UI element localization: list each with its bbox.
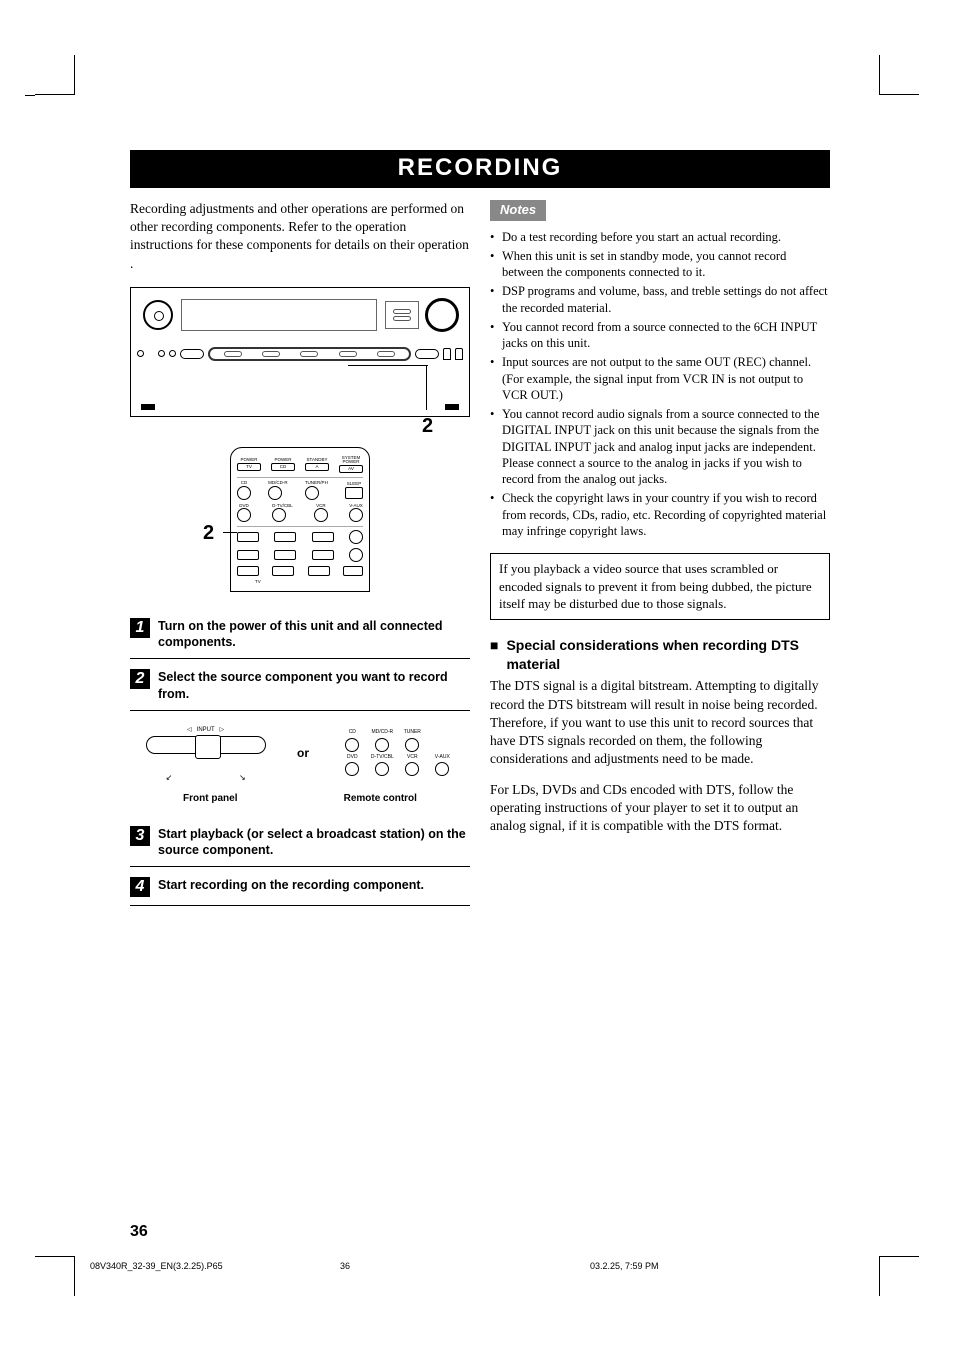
crop-mark [879,1256,919,1296]
callout-line [348,365,428,366]
callout-number: 2 [203,520,214,547]
volume-knob-icon [425,298,459,332]
crop-mark [35,55,75,95]
step-number: 2 [130,669,150,689]
crop-mark [879,55,919,95]
step-text: Start recording on the recording compone… [158,877,424,893]
remote-control-label: Remote control [344,792,417,806]
power-knob-icon [143,300,173,330]
left-column: Recording adjustments and other operatio… [130,200,470,910]
remote-source-grid: CDMD/CD-RTUNER DVDD-TV/CBLVCRV-AUX [340,729,454,777]
step-4: 4 Start recording on the recording compo… [130,871,470,906]
receiver-diagram [130,287,470,417]
footer: 08V340R_32-39_EN(3.2.25).P65 36 03.2.25,… [90,1261,864,1271]
step-number: 4 [130,877,150,897]
page-title: RECORDING [130,150,830,188]
note-item: You cannot record audio signals from a s… [490,406,830,487]
callout-line [223,532,237,533]
note-item: When this unit is set in standby mode, y… [490,248,830,281]
dts-paragraph-1: The DTS signal is a digital bitstream. A… [490,677,830,768]
step-3: 3 Start playback (or select a broadcast … [130,820,470,868]
callout-number: 2 [422,413,433,440]
dts-paragraph-2: For LDs, DVDs and CDs encoded with DTS, … [490,781,830,836]
notes-heading: Notes [490,200,546,221]
step-text: Select the source component you want to … [158,669,470,702]
subheading-text: Special considerations when recording DT… [506,636,830,674]
right-column: Notes Do a test recording before you sta… [490,200,830,910]
note-item: Input sources are not output to the same… [490,354,830,403]
note-item: DSP programs and volume, bass, and trebl… [490,283,830,316]
subheading: ■ Special considerations when recording … [490,636,830,674]
or-label: or [297,745,309,761]
notes-list: Do a test recording before you start an … [490,229,830,540]
step-text: Start playback (or select a broadcast st… [158,826,470,859]
front-panel-label: Front panel [183,792,237,806]
remote-diagram: 2 POWERTV POWERCD STANDBYA SYSTEM POWERA… [230,447,370,592]
step-text: Turn on the power of this unit and all c… [158,618,470,651]
step-2: 2 Select the source component you want t… [130,663,470,711]
selector-diagram: ◁ INPUT ▷ ↙↘ or CDMD/CD-RTUNER DVDD-TV/C… [130,729,470,777]
step-number: 1 [130,618,150,638]
step-1: 1 Turn on the power of this unit and all… [130,612,470,660]
footer-page: 36 [340,1261,590,1271]
square-bullet-icon: ■ [490,636,498,674]
input-rocker-icon: ◁ INPUT ▷ ↙↘ [146,736,266,770]
footer-date: 03.2.25, 7:59 PM [590,1261,864,1271]
display-icon [181,299,377,331]
note-item: Do a test recording before you start an … [490,229,830,245]
crop-mark [35,1256,75,1296]
preset-icon [385,301,419,329]
step-number: 3 [130,826,150,846]
callout-line [426,365,427,410]
note-item: Check the copyright laws in your country… [490,490,830,539]
info-box: If you playback a video source that uses… [490,553,830,620]
note-item: You cannot record from a source connecte… [490,319,830,352]
intro-text: Recording adjustments and other operatio… [130,200,470,273]
footer-filename: 08V340R_32-39_EN(3.2.25).P65 [90,1261,340,1271]
page-number: 36 [130,1223,148,1241]
